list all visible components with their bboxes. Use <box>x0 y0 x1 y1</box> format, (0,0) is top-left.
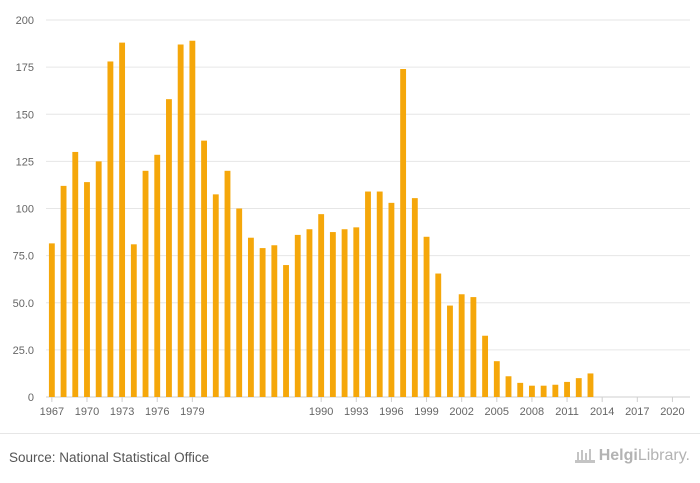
bar <box>142 170 149 397</box>
bar <box>166 99 172 398</box>
y-tick-label: 175 <box>16 62 34 74</box>
bar <box>365 191 371 397</box>
x-tick-label: 2017 <box>625 406 649 418</box>
y-tick-label: 125 <box>16 156 34 168</box>
x-tick-label: 2002 <box>449 406 473 418</box>
bar <box>130 244 137 397</box>
bar-chart: 0 25.0 50.0 75.0 100 125 150 175 200 1967 1970 1973… <box>13 15 690 418</box>
bar <box>247 237 254 397</box>
bar <box>411 198 418 397</box>
bar <box>482 335 489 397</box>
bar <box>353 227 360 397</box>
bar <box>107 61 114 397</box>
bar <box>423 236 430 397</box>
bar <box>458 294 465 397</box>
bar <box>72 151 79 397</box>
x-tick-label: 1999 <box>414 406 438 418</box>
x-tick-label: 1973 <box>110 406 134 418</box>
bar <box>154 154 161 397</box>
bar <box>329 232 336 397</box>
bar <box>529 385 535 397</box>
library-logo-icon <box>574 449 595 463</box>
bar <box>201 140 207 397</box>
y-tick-label: 75.0 <box>13 251 34 263</box>
brand-name-part2: Library. <box>637 447 690 464</box>
x-tick-label: 1976 <box>145 406 169 418</box>
x-tick-label: 1993 <box>344 406 368 418</box>
bar <box>259 248 266 397</box>
y-tick-label: 25.0 <box>13 345 34 357</box>
footer-divider <box>0 433 700 434</box>
bar <box>505 376 512 397</box>
y-tick-label: 100 <box>16 204 34 216</box>
bar <box>212 194 219 397</box>
bar <box>294 234 301 397</box>
bar <box>236 208 243 397</box>
x-tick-label: 2008 <box>520 406 544 418</box>
bar <box>95 161 102 397</box>
brand-logo: Helgi Library. <box>574 447 690 465</box>
x-tick-label: 1990 <box>309 406 333 418</box>
bar <box>575 378 582 397</box>
bar <box>224 170 231 397</box>
bar <box>564 381 570 397</box>
bar <box>60 185 67 397</box>
bar <box>447 305 453 397</box>
bar <box>587 373 594 397</box>
bar <box>388 202 395 397</box>
bar <box>271 245 278 397</box>
y-tick-label: 150 <box>16 109 34 121</box>
bar <box>493 361 500 397</box>
bar <box>470 297 477 397</box>
bar <box>84 182 90 397</box>
bar <box>283 265 289 397</box>
bar <box>376 191 383 397</box>
bar <box>341 229 348 397</box>
x-tick-label: 2020 <box>660 406 684 418</box>
bar <box>177 44 184 397</box>
y-tick-label: 200 <box>16 15 34 27</box>
bar <box>318 214 325 397</box>
source-note: Source: National Statistical Office <box>9 450 210 465</box>
x-tick-label: 2011 <box>555 406 579 418</box>
y-tick-label: 0 <box>28 392 34 404</box>
x-tick-label: 2014 <box>590 406 614 418</box>
bar <box>540 385 547 397</box>
x-tick-label: 1970 <box>75 406 99 418</box>
brand-name-part1: Helgi <box>598 447 638 464</box>
bar <box>119 42 126 398</box>
y-tick-label: 50.0 <box>13 298 34 310</box>
x-tick-label: 1967 <box>40 406 64 418</box>
bar <box>552 384 559 397</box>
bar <box>400 69 407 397</box>
x-tick-label: 1996 <box>379 406 403 418</box>
bar <box>517 382 524 397</box>
x-tick-label: 1979 <box>180 406 204 418</box>
bar <box>48 243 55 397</box>
x-tick-label: 2005 <box>485 406 509 418</box>
bar <box>435 273 442 397</box>
bar <box>306 229 313 397</box>
bar <box>189 40 196 398</box>
